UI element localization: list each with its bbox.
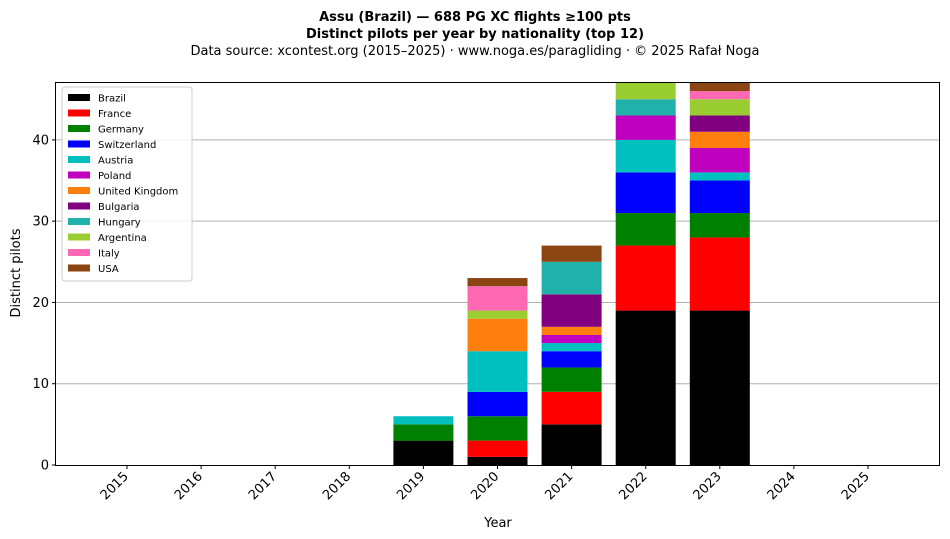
bar-segment-brazil-2023 xyxy=(689,310,750,465)
legend-entry: Argentina xyxy=(98,233,147,244)
x-tick-label: 2020 xyxy=(468,469,502,503)
bar-segment-brazil-2021 xyxy=(541,424,602,465)
y-tick-label: 0 xyxy=(41,459,49,474)
bar-segment-france-2020 xyxy=(467,440,528,457)
x-tick-label: 2019 xyxy=(394,469,428,503)
bar-segment-bulgaria-2023 xyxy=(689,115,750,132)
bar-segment-austria-2020 xyxy=(467,351,528,392)
bar-segment-austria-2019 xyxy=(393,416,454,425)
bar-segment-switzerland-2021 xyxy=(541,351,602,368)
bar-segment-switzerland-2020 xyxy=(467,391,528,417)
bar-segment-france-2023 xyxy=(689,237,750,311)
legend-swatch xyxy=(68,249,90,256)
bar-segment-argentina-2020 xyxy=(467,310,528,319)
bar-segment-hungary-2022 xyxy=(615,99,676,116)
bar-segment-austria-2022 xyxy=(615,139,676,173)
bar-segment-argentina-2023 xyxy=(689,99,750,116)
legend-swatch xyxy=(68,125,90,132)
x-axis-ticks: 2015 2016 2017 2018 2019 2020 2021 2022 2023 2024… xyxy=(98,465,873,503)
x-tick-label: 2023 xyxy=(691,469,725,503)
bar-segment-germany-2019 xyxy=(393,424,454,441)
bar-segment-brazil-2019 xyxy=(393,440,454,465)
legend-swatch xyxy=(68,233,90,241)
legend-entry: USA xyxy=(98,264,119,275)
bar-segment-bulgaria-2021 xyxy=(541,294,602,327)
legend-frame xyxy=(61,86,193,282)
x-tick-label: 2015 xyxy=(98,469,132,503)
bar-segment-united-kingdom-2020 xyxy=(467,318,528,352)
legend-entry: Austria xyxy=(98,156,133,167)
legend-entry: Hungary xyxy=(98,218,141,229)
x-axis-label: Year xyxy=(483,516,512,531)
bar-segment-brazil-2022 xyxy=(615,310,676,465)
y-axis-label: Distinct pilots xyxy=(9,228,24,317)
y-tick-label: 20 xyxy=(32,296,49,311)
bar-segment-poland-2023 xyxy=(689,148,750,173)
y-tick-label: 10 xyxy=(32,377,49,392)
x-tick-label: 2022 xyxy=(617,469,651,503)
bar-segment-usa-2021 xyxy=(541,245,602,262)
legend-swatch xyxy=(68,218,90,225)
bar-segment-poland-2022 xyxy=(615,115,676,140)
bar-segment-germany-2021 xyxy=(541,367,602,392)
legend-entry: Germany xyxy=(98,125,144,136)
legend-entry: Italy xyxy=(98,249,120,260)
bar-segment-poland-2021 xyxy=(541,334,602,344)
x-tick-label: 2025 xyxy=(839,469,873,503)
x-tick-label: 2024 xyxy=(765,469,799,503)
legend-entry: United Kingdom xyxy=(98,187,178,198)
y-tick-label: 40 xyxy=(32,133,49,148)
bar-segment-argentina-2022 xyxy=(615,83,676,100)
bar-segment-switzerland-2022 xyxy=(615,172,676,214)
bar-segment-france-2022 xyxy=(615,245,676,311)
chart-source-note: Data source: xcontest.org (2015–2025) · … xyxy=(190,44,759,59)
x-tick-label: 2017 xyxy=(246,469,280,503)
chart-subtitle: Distinct pilots per year by nationality … xyxy=(306,27,644,42)
bars xyxy=(393,83,750,465)
bar-segment-italy-2020 xyxy=(467,286,528,311)
legend-swatch xyxy=(68,202,90,210)
legend-swatch xyxy=(68,94,90,101)
chart-title: Assu (Brazil) — 688 PG XC flights ≥100 p… xyxy=(319,10,631,25)
bar-segment-france-2021 xyxy=(541,391,602,425)
x-tick-label: 2016 xyxy=(172,469,206,503)
legend-entry: Switzerland xyxy=(98,140,156,151)
legend: Brazil France Germany Switzerland Austria Pol… xyxy=(61,86,193,282)
legend-swatch xyxy=(68,140,90,148)
x-tick-label: 2021 xyxy=(542,469,576,503)
legend-swatch xyxy=(68,156,90,163)
legend-entry: Brazil xyxy=(98,94,126,105)
legend-entry: Poland xyxy=(98,171,131,182)
bar-segment-usa-2020 xyxy=(467,278,528,287)
y-tick-label: 30 xyxy=(32,215,49,230)
bar-segment-germany-2022 xyxy=(615,213,676,246)
bar-segment-germany-2023 xyxy=(689,213,750,238)
legend-swatch xyxy=(68,109,90,117)
bar-segment-brazil-2020 xyxy=(467,456,528,465)
legend-swatch xyxy=(68,264,90,272)
legend-entry: Bulgaria xyxy=(98,202,139,213)
bar-segment-germany-2020 xyxy=(467,416,528,441)
bar-segment-switzerland-2023 xyxy=(689,180,750,214)
bar-segment-usa-2023 xyxy=(689,83,750,92)
bar-segment-austria-2021 xyxy=(541,343,602,352)
bar-segment-united-kingdom-2021 xyxy=(541,326,602,335)
bar-segment-italy-2023 xyxy=(689,91,750,100)
x-tick-label: 2018 xyxy=(320,469,354,503)
bar-segment-austria-2023 xyxy=(689,172,750,181)
legend-entry: France xyxy=(98,109,131,120)
bar-segment-united-kingdom-2023 xyxy=(689,131,750,149)
legend-swatch xyxy=(68,187,90,194)
bar-segment-hungary-2021 xyxy=(541,261,602,295)
legend-swatch xyxy=(68,171,90,179)
y-axis-ticks: 0 10 20 30 40 xyxy=(32,133,56,474)
